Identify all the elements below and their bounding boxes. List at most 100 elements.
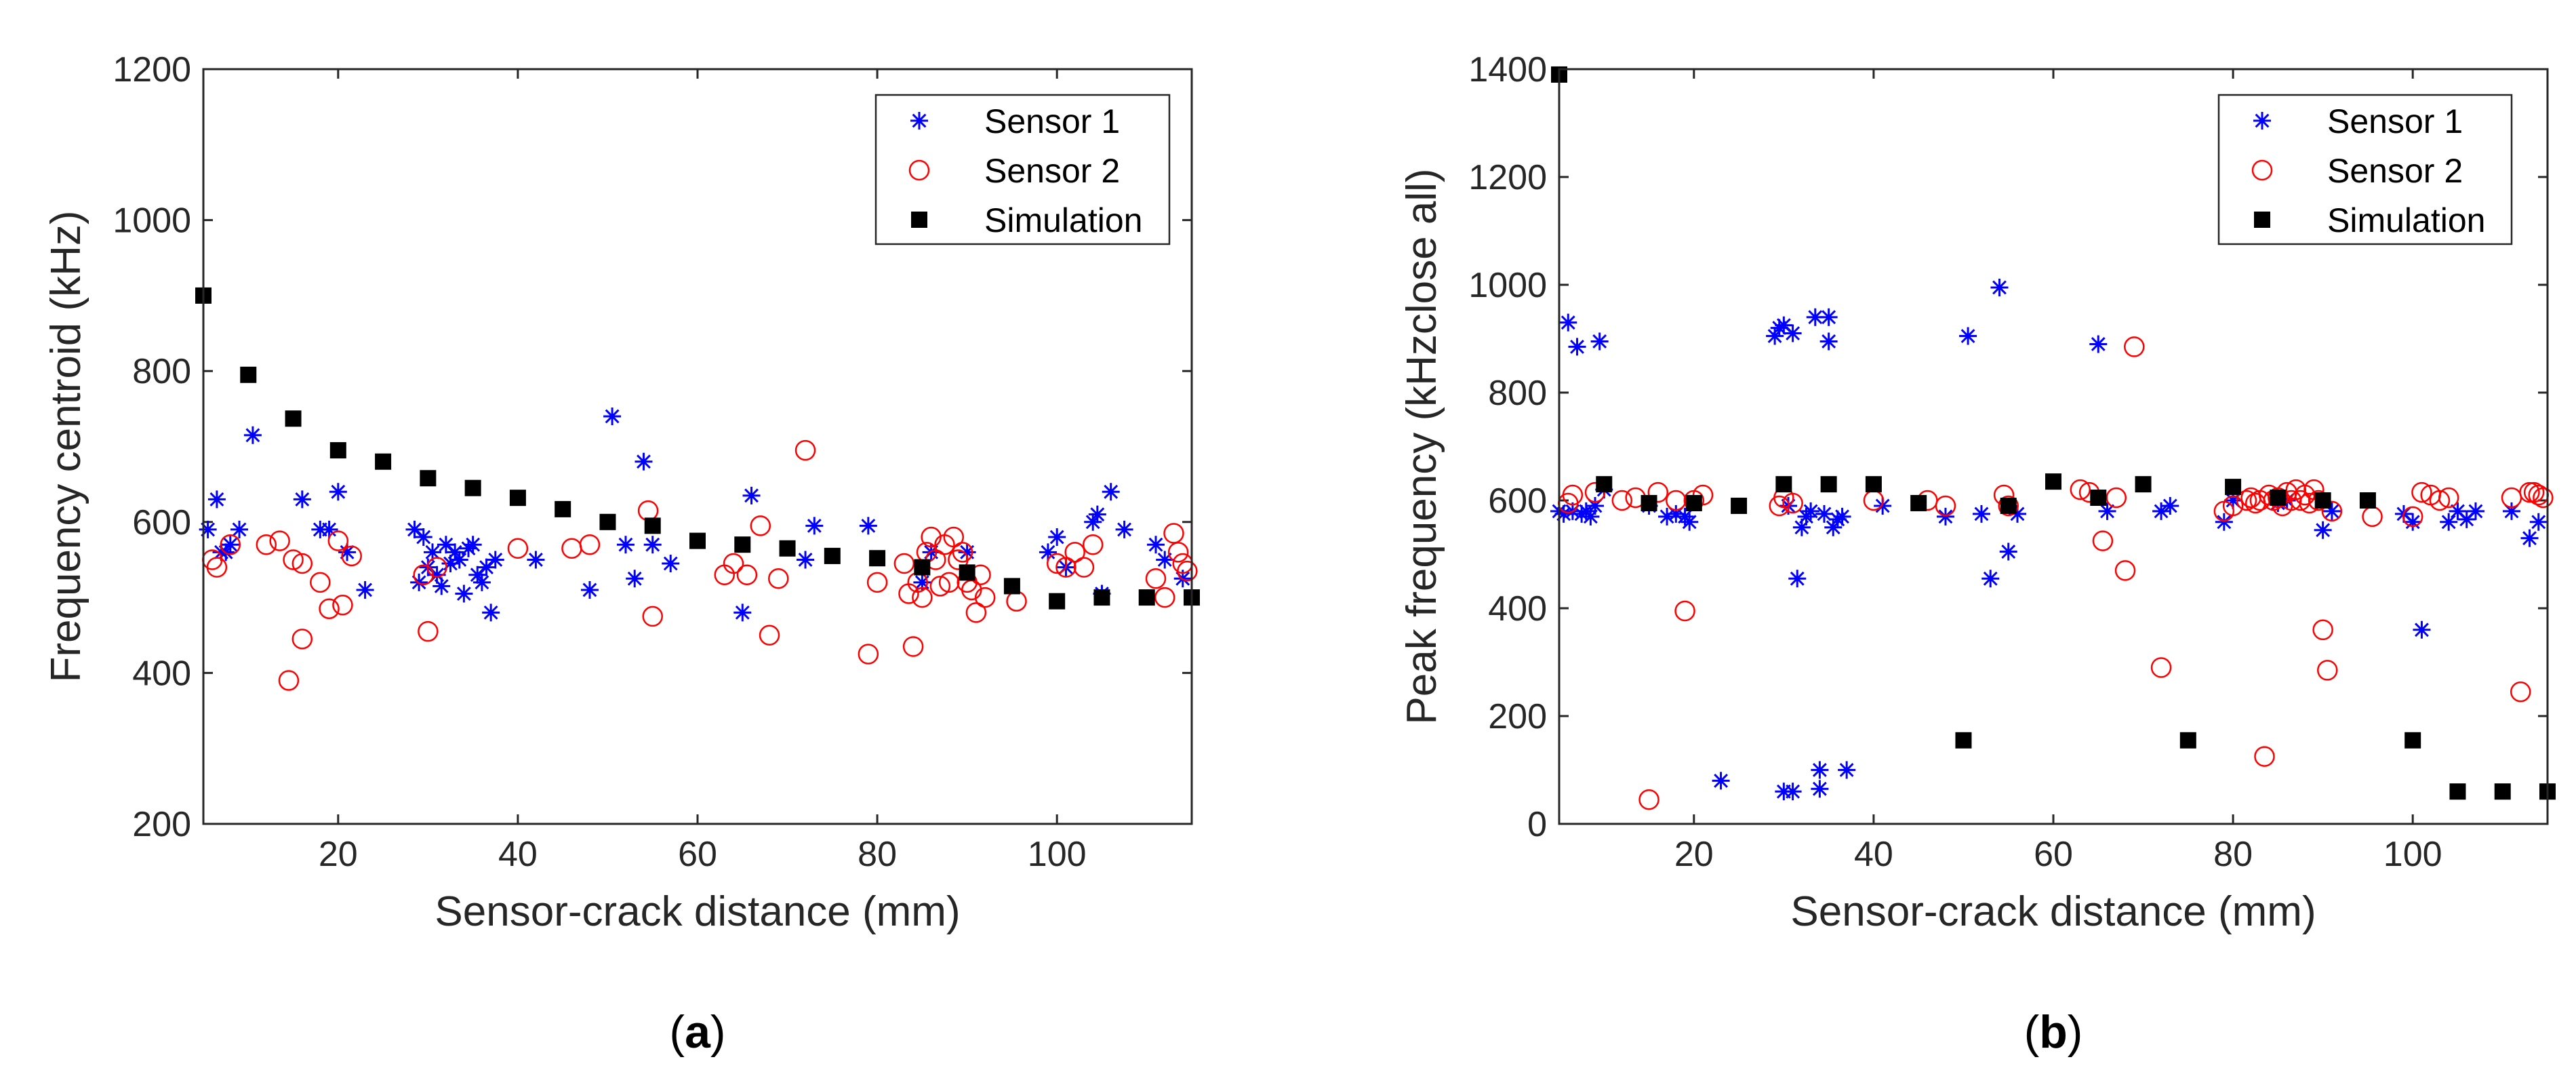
data-point — [2314, 492, 2331, 509]
data-point — [1082, 534, 1104, 555]
data-point — [1959, 327, 1977, 345]
data-point — [2322, 502, 2341, 520]
data-point — [2000, 497, 2017, 514]
data-point — [221, 536, 239, 554]
data-point — [2362, 506, 2383, 528]
data-point — [486, 551, 504, 569]
data-point — [580, 580, 599, 599]
data-point — [1138, 589, 1155, 606]
data-point — [1681, 513, 1699, 531]
data-point — [356, 580, 374, 599]
data-point — [759, 625, 780, 646]
panel-a-label: (a) — [669, 1006, 725, 1058]
data-point — [736, 564, 758, 585]
data-point — [2152, 502, 2171, 520]
data-point — [561, 538, 582, 559]
data-point — [952, 542, 973, 563]
data-point — [1573, 504, 1591, 523]
data-point — [2519, 481, 2540, 503]
data-point — [2045, 473, 2061, 490]
data-point — [1554, 504, 1573, 523]
data-point — [1936, 507, 1954, 526]
data-point — [2106, 487, 2127, 509]
data-point — [2135, 476, 2152, 493]
data-point — [779, 540, 796, 557]
y-tick-label: 400 — [1488, 589, 1547, 629]
data-point — [2520, 529, 2539, 547]
x-tick-label: 60 — [2034, 835, 2073, 874]
data-point — [1156, 551, 1174, 569]
data-point — [2359, 492, 2376, 509]
data-point — [626, 570, 644, 588]
series-simulation — [195, 287, 1200, 610]
data-point — [1815, 504, 1834, 523]
x-tick-label: 40 — [1854, 835, 1893, 874]
data-point — [230, 520, 249, 538]
data-point — [2070, 479, 2091, 500]
legend-marker — [2253, 112, 2271, 130]
data-point — [1146, 536, 1165, 554]
legend-label: Sensor 1 — [2327, 102, 2463, 140]
data-point — [2449, 783, 2466, 800]
y-tick-label: 1000 — [113, 201, 191, 241]
data-point — [2161, 496, 2179, 515]
data-point — [2224, 492, 2242, 509]
data-point — [332, 594, 353, 616]
y-tick-label: 600 — [132, 503, 191, 542]
data-point — [893, 553, 915, 574]
y-tick-label: 1000 — [1468, 266, 1547, 305]
legend-marker — [910, 112, 928, 130]
data-point — [2114, 560, 2136, 581]
series-sensor-1 — [199, 407, 1192, 622]
y-tick-label: 800 — [132, 352, 191, 391]
y-tick-label: 200 — [132, 805, 191, 844]
data-point — [1811, 780, 1829, 798]
data-point — [2411, 481, 2432, 503]
data-point — [2457, 510, 2476, 528]
data-point — [1667, 504, 1685, 523]
y-tick-label: 0 — [1527, 805, 1547, 844]
data-point — [1788, 570, 1807, 588]
data-point — [418, 620, 439, 642]
data-point — [256, 534, 277, 555]
data-point — [1666, 490, 1687, 511]
data-point — [441, 555, 460, 573]
data-point — [599, 513, 616, 530]
data-point — [1819, 332, 1838, 351]
data-point — [420, 470, 437, 487]
panel-b-y-axis-label: Peak frequency (kHzclose all) — [1398, 168, 1445, 724]
panel-b-series — [1550, 66, 2556, 810]
data-point — [1775, 783, 1793, 801]
data-point — [1784, 783, 1802, 801]
data-point — [2413, 620, 2431, 639]
data-point — [1782, 492, 1803, 514]
panel-b-letter: b — [2039, 1006, 2068, 1058]
data-point — [477, 558, 496, 576]
data-point — [1685, 494, 1702, 511]
x-tick-label: 100 — [2383, 835, 2442, 874]
series-sensor-2 — [1558, 336, 2554, 810]
data-point — [1049, 593, 1066, 610]
panel-a-letter: a — [685, 1006, 711, 1058]
data-point — [2440, 513, 2458, 531]
data-point — [414, 528, 432, 547]
data-point — [413, 564, 434, 585]
data-point — [1046, 553, 1068, 574]
data-point — [428, 566, 446, 584]
data-point — [637, 500, 659, 521]
data-point — [1775, 476, 1792, 493]
data-point — [206, 557, 228, 578]
data-point — [1990, 278, 2009, 296]
data-point — [1006, 591, 1027, 612]
data-point — [869, 550, 886, 567]
data-point — [2236, 490, 2257, 511]
data-point — [921, 526, 942, 548]
y-tick-label: 800 — [1488, 374, 1547, 413]
data-point — [2150, 657, 2172, 678]
data-point — [1638, 789, 1659, 810]
data-point — [1590, 332, 1609, 351]
data-point — [2404, 513, 2422, 531]
data-point — [1833, 507, 1851, 526]
